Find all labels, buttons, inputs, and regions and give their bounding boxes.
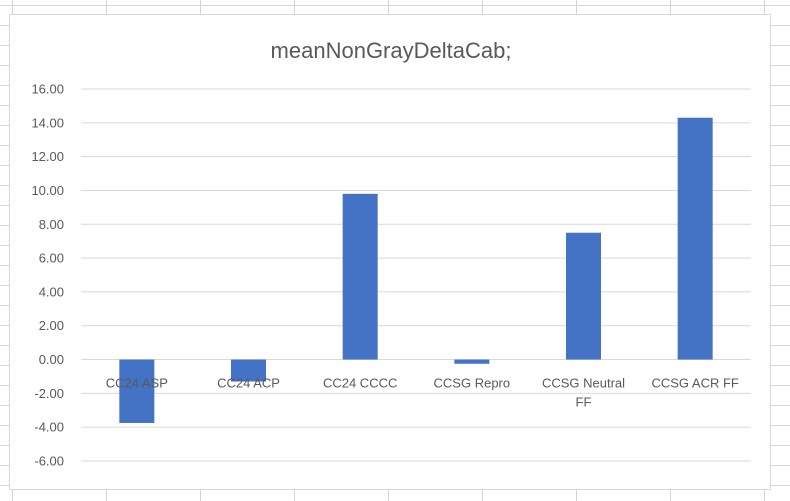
- bar-chart: meanNonGrayDeltaCab; 16.00 14.00 12.00 10.0…: [31, 38, 751, 469]
- bar: [342, 193, 378, 360]
- gridlines: [81, 88, 751, 462]
- category-label: CC24 ACP: [217, 376, 280, 391]
- category-label: CCSG Neutral: [542, 376, 625, 391]
- y-tick-label: 4.00: [39, 284, 64, 299]
- bar: [231, 359, 266, 382]
- bars: [119, 117, 713, 423]
- y-tick-label: -6.00: [34, 454, 64, 469]
- y-tick-label: 16.00: [31, 82, 64, 97]
- category-label: CCSG Repro: [434, 376, 511, 391]
- category-label: CCSG ACR FF: [651, 376, 738, 391]
- bar: [454, 359, 490, 364]
- y-tick-label: 14.00: [31, 115, 64, 130]
- bar: [677, 117, 713, 360]
- y-tick-label: 12.00: [31, 149, 64, 164]
- category-label: CC24 CCCC: [323, 376, 397, 391]
- y-tick-label: -4.00: [34, 420, 64, 435]
- y-tick-label: 2.00: [39, 318, 64, 333]
- category-label: FF: [576, 395, 592, 410]
- y-tick-label: 6.00: [39, 251, 64, 266]
- y-tick-label: -2.00: [34, 386, 64, 401]
- y-tick-label: 10.00: [31, 183, 64, 198]
- chart-title: meanNonGrayDeltaCab;: [271, 38, 512, 63]
- bar: [566, 232, 601, 360]
- bar: [119, 359, 155, 423]
- chart-area[interactable]: meanNonGrayDeltaCab; 16.00 14.00 12.00 10.0…: [9, 14, 771, 490]
- y-tick-label: 8.00: [39, 217, 64, 232]
- y-axis-labels: 16.00 14.00 12.00 10.00 8.00 6.00 4.00 2.00 0.00…: [31, 82, 64, 469]
- category-label: CC24 ASP: [106, 376, 168, 391]
- x-axis-labels: CC24 ASP CC24 ACP CC24 CCCC CCSG Repro CCSG …: [106, 376, 739, 410]
- y-tick-label: 0.00: [39, 352, 64, 367]
